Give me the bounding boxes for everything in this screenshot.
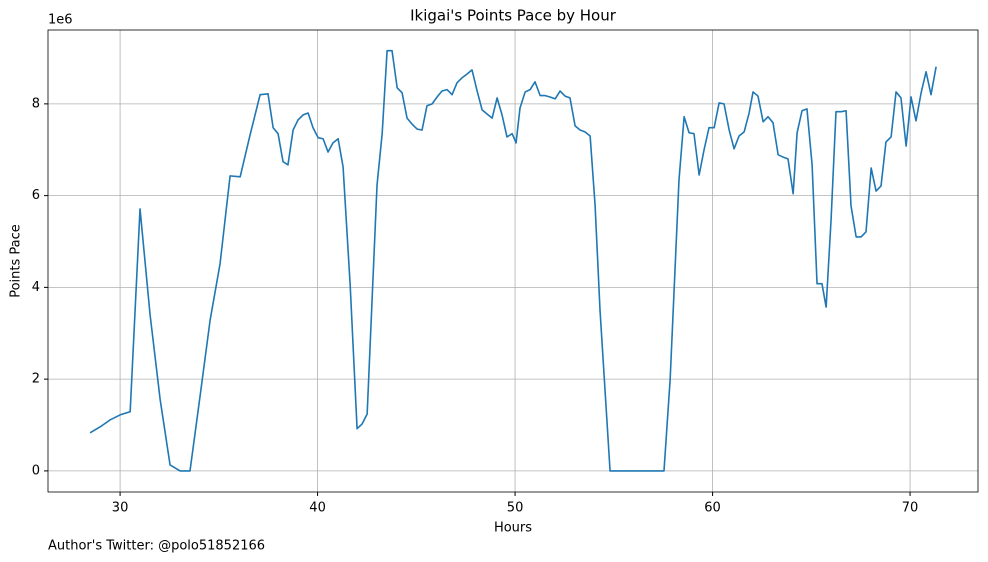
x-tick-label: 40 — [309, 501, 326, 516]
plot-frame — [47, 29, 979, 493]
y-offset-label: 1e6 — [48, 13, 73, 28]
y-tick-label: 4 — [32, 280, 40, 295]
chart-title: Ikigai's Points Pace by Hour — [410, 7, 617, 25]
x-tick-label: 30 — [112, 501, 129, 516]
y-tick-label: 8 — [32, 96, 40, 111]
y-axis-label: Points Pace — [9, 224, 24, 298]
y-tick-label: 2 — [32, 372, 40, 387]
data-line — [89, 49, 937, 472]
annotation: Author's Twitter: @polo51852166 — [48, 539, 265, 554]
x-tick-label: 70 — [902, 501, 919, 516]
y-tick-label: 0 — [32, 463, 40, 478]
x-axis-label: Hours — [494, 521, 532, 536]
y-tick-label: 6 — [32, 188, 40, 203]
x-tick-label: 50 — [507, 501, 524, 516]
x-tick-label: 60 — [704, 501, 721, 516]
